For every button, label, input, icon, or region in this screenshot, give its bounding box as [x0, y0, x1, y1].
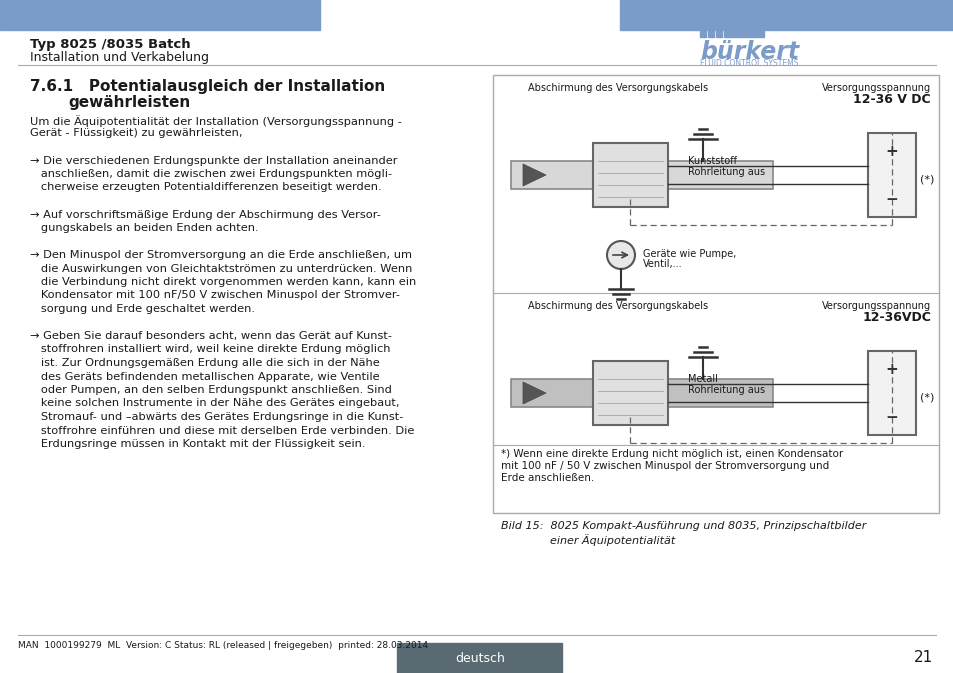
Text: +: + — [884, 143, 898, 159]
Text: 21: 21 — [913, 651, 933, 666]
Text: Typ 8025 /8035 Batch: Typ 8025 /8035 Batch — [30, 38, 191, 51]
Text: 7.6.1   Potentialausgleich der Installation: 7.6.1 Potentialausgleich der Installatio… — [30, 79, 385, 94]
Text: Metall: Metall — [687, 374, 717, 384]
Text: Abschirmung des Versorgungskabels: Abschirmung des Versorgungskabels — [527, 301, 707, 311]
Text: −: − — [884, 409, 898, 425]
Text: keine solchen Instrumente in der Nähe des Gerätes eingebaut,: keine solchen Instrumente in der Nähe de… — [30, 398, 399, 409]
Text: Installation und Verkabelung: Installation und Verkabelung — [30, 51, 209, 64]
Text: *) Wenn eine direkte Erdung nicht möglich ist, einen Kondensator: *) Wenn eine direkte Erdung nicht möglic… — [500, 449, 842, 459]
Text: Erdungsringe müssen in Kontakt mit der Flüssigkeit sein.: Erdungsringe müssen in Kontakt mit der F… — [30, 439, 365, 449]
Bar — [0, 0, 319, 30]
Text: Geräte wie Pumpe,: Geräte wie Pumpe, — [642, 249, 736, 259]
Bar — [707, 31, 713, 37]
Text: cherweise erzeugten Potentialdifferenzen beseitigt werden.: cherweise erzeugten Potentialdifferenzen… — [30, 182, 381, 192]
Bar — [593, 143, 667, 207]
Text: Um die Äquipotentialität der Installation (Versorgungsspannung -: Um die Äquipotentialität der Installatio… — [30, 115, 401, 127]
Text: Kondensator mit 100 nF/50 V zwischen Minuspol der Stromver-: Kondensator mit 100 nF/50 V zwischen Min… — [30, 291, 399, 301]
Text: des Geräts befindenden metallischen Apparate, wie Ventile: des Geräts befindenden metallischen Appa… — [30, 371, 379, 382]
Text: stoffrohre einführen und diese mit derselben Erde verbinden. Die: stoffrohre einführen und diese mit derse… — [30, 425, 414, 435]
Text: Abschirmung des Versorgungskabels: Abschirmung des Versorgungskabels — [527, 83, 707, 93]
Text: die Auswirkungen von Gleichtaktströmen zu unterdrücken. Wenn: die Auswirkungen von Gleichtaktströmen z… — [30, 264, 412, 273]
Text: → Den Minuspol der Stromversorgung an die Erde anschließen, um: → Den Minuspol der Stromversorgung an di… — [30, 250, 412, 260]
Bar — [723, 31, 763, 37]
Polygon shape — [522, 382, 545, 404]
Bar — [593, 361, 667, 425]
Text: anschließen, damit die zwischen zwei Erdungspunkten mögli-: anschließen, damit die zwischen zwei Erd… — [30, 169, 392, 179]
Bar — [867, 351, 915, 435]
Text: Erde anschließen.: Erde anschließen. — [500, 473, 594, 483]
Text: +: + — [884, 361, 898, 376]
Text: gewährleisten: gewährleisten — [68, 95, 190, 110]
Text: die Verbindung nicht direkt vorgenommen werden kann, kann ein: die Verbindung nicht direkt vorgenommen … — [30, 277, 416, 287]
Text: 12-36VDC: 12-36VDC — [862, 311, 930, 324]
Text: → Auf vorschriftsmäßige Erdung der Abschirmung des Versor-: → Auf vorschriftsmäßige Erdung der Absch… — [30, 209, 380, 219]
Circle shape — [606, 241, 635, 269]
Bar — [396, 643, 561, 673]
Text: stoffrohren installiert wird, weil keine direkte Erdung möglich: stoffrohren installiert wird, weil keine… — [30, 345, 390, 355]
Bar — [700, 31, 705, 37]
Polygon shape — [522, 164, 545, 186]
Text: Ventil,...: Ventil,... — [642, 259, 682, 269]
Text: Bild 15:  8025 Kompakt-Ausführung und 8035, Prinzipschaltbilder: Bild 15: 8025 Kompakt-Ausführung und 803… — [500, 521, 865, 531]
Bar — [619, 0, 953, 30]
Text: −: − — [884, 192, 898, 207]
Text: sorgung und Erde geschaltet werden.: sorgung und Erde geschaltet werden. — [30, 304, 254, 314]
Text: deutsch: deutsch — [455, 651, 504, 664]
Bar — [511, 379, 772, 407]
Bar — [493, 75, 938, 513]
Text: bürkert: bürkert — [700, 40, 799, 64]
Text: (*): (*) — [919, 175, 933, 185]
Text: einer Äquipotentialität: einer Äquipotentialität — [500, 534, 675, 546]
Text: Rohrleitung aus: Rohrleitung aus — [687, 385, 764, 395]
Text: ist. Zur Ordnungsgemäßen Erdung alle die sich in der Nähe: ist. Zur Ordnungsgemäßen Erdung alle die… — [30, 358, 379, 368]
Text: → Geben Sie darauf besonders acht, wenn das Gerät auf Kunst-: → Geben Sie darauf besonders acht, wenn … — [30, 331, 392, 341]
Bar — [716, 31, 721, 37]
Text: mit 100 nF / 50 V zwischen Minuspol der Stromversorgung und: mit 100 nF / 50 V zwischen Minuspol der … — [500, 461, 828, 471]
Text: → Die verschiedenen Erdungspunkte der Installation aneinander: → Die verschiedenen Erdungspunkte der In… — [30, 155, 397, 166]
Text: Versorgungsspannung: Versorgungsspannung — [821, 301, 930, 311]
Text: gungskabels an beiden Enden achten.: gungskabels an beiden Enden achten. — [30, 223, 258, 233]
Text: Rohrleitung aus: Rohrleitung aus — [687, 167, 764, 177]
Text: MAN  1000199279  ML  Version: C Status: RL (released | freigegeben)  printed: 28: MAN 1000199279 ML Version: C Status: RL … — [18, 641, 428, 650]
Text: FLUID CONTROL SYSTEMS: FLUID CONTROL SYSTEMS — [700, 59, 798, 68]
Text: Gerät - Flüssigkeit) zu gewährleisten,: Gerät - Flüssigkeit) zu gewährleisten, — [30, 129, 242, 139]
Text: 12-36 V DC: 12-36 V DC — [853, 93, 930, 106]
Text: Kunststoff: Kunststoff — [687, 156, 737, 166]
Text: Stromauf- und –abwärts des Gerätes Erdungsringe in die Kunst-: Stromauf- und –abwärts des Gerätes Erdun… — [30, 412, 403, 422]
Text: (*): (*) — [919, 393, 933, 403]
Text: oder Pumpen, an den selben Erdungspunkt anschließen. Sind: oder Pumpen, an den selben Erdungspunkt … — [30, 385, 392, 395]
Bar — [867, 133, 915, 217]
Bar — [511, 161, 772, 189]
Text: Versorgungsspannung: Versorgungsspannung — [821, 83, 930, 93]
